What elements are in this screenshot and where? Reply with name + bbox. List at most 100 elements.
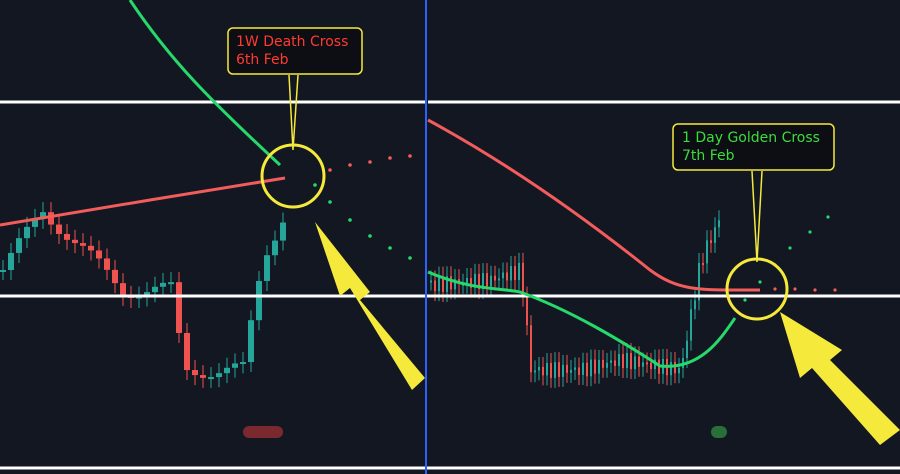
ma-projection bbox=[328, 154, 412, 172]
candle bbox=[120, 283, 126, 296]
callout-box bbox=[672, 123, 835, 171]
ma-projection bbox=[773, 287, 837, 292]
candle bbox=[72, 239, 78, 244]
candle bbox=[642, 362, 644, 367]
arrow bbox=[780, 312, 900, 445]
candle bbox=[192, 370, 198, 376]
candle bbox=[494, 275, 496, 281]
candle bbox=[622, 354, 624, 369]
candle bbox=[614, 360, 616, 367]
candle bbox=[56, 224, 62, 234]
candle bbox=[634, 356, 636, 370]
candle bbox=[610, 360, 612, 363]
candle bbox=[690, 309, 692, 341]
candle bbox=[606, 362, 608, 368]
candle bbox=[280, 222, 286, 241]
candle bbox=[40, 212, 46, 219]
candle bbox=[594, 359, 596, 374]
candle bbox=[578, 367, 580, 375]
candle bbox=[482, 273, 484, 289]
candle bbox=[438, 276, 440, 292]
candle bbox=[104, 258, 110, 270]
callout-date: 7th Feb bbox=[682, 148, 735, 164]
candle bbox=[430, 280, 432, 283]
candle bbox=[144, 292, 150, 297]
candle bbox=[510, 266, 512, 281]
candle bbox=[706, 240, 708, 264]
candle bbox=[478, 273, 480, 289]
candle bbox=[8, 252, 14, 270]
candle bbox=[450, 276, 452, 290]
candle bbox=[264, 255, 270, 281]
candle bbox=[530, 325, 532, 373]
candle bbox=[694, 300, 696, 310]
candle bbox=[216, 373, 222, 378]
candle bbox=[674, 362, 676, 374]
candle bbox=[474, 273, 476, 288]
candle bbox=[586, 362, 588, 377]
candle bbox=[200, 375, 206, 378]
candle bbox=[24, 226, 30, 239]
candle bbox=[64, 233, 70, 240]
candle bbox=[618, 354, 620, 367]
candle bbox=[446, 276, 448, 292]
candle bbox=[558, 362, 560, 377]
candle bbox=[566, 364, 568, 373]
candle bbox=[32, 218, 38, 227]
candle bbox=[590, 359, 592, 377]
candle bbox=[112, 269, 118, 284]
candle bbox=[470, 277, 472, 288]
candle bbox=[232, 363, 238, 368]
candle bbox=[526, 296, 528, 326]
candle bbox=[670, 362, 672, 376]
candle bbox=[638, 356, 640, 367]
candle bbox=[168, 282, 174, 285]
candle bbox=[538, 366, 540, 371]
candle bbox=[630, 353, 632, 370]
candle bbox=[176, 282, 182, 333]
candle bbox=[574, 367, 576, 370]
badge bbox=[243, 426, 283, 438]
candle bbox=[80, 243, 86, 246]
candle bbox=[582, 362, 584, 375]
badge bbox=[711, 426, 727, 438]
candle bbox=[442, 276, 444, 292]
candle bbox=[554, 362, 556, 378]
candle bbox=[490, 275, 492, 287]
candle bbox=[542, 366, 544, 376]
candle bbox=[650, 362, 652, 370]
candle bbox=[710, 240, 712, 243]
candle bbox=[248, 320, 254, 363]
callout-pointer bbox=[751, 170, 763, 263]
candle bbox=[0, 270, 6, 272]
candle bbox=[466, 277, 468, 284]
candle bbox=[486, 273, 488, 287]
callout-date: 6th Feb bbox=[236, 52, 289, 68]
candle bbox=[718, 220, 720, 228]
candle bbox=[48, 212, 54, 225]
callout-title: 1W Death Cross bbox=[236, 34, 348, 50]
candle bbox=[602, 359, 604, 368]
callout-pointer bbox=[288, 74, 299, 151]
ma-slow bbox=[427, 118, 761, 292]
candle bbox=[714, 227, 716, 243]
candle bbox=[522, 262, 524, 297]
candle bbox=[16, 238, 22, 253]
candle bbox=[514, 266, 516, 280]
candle bbox=[498, 278, 500, 281]
ma-slow bbox=[0, 176, 286, 227]
candle bbox=[208, 377, 214, 380]
candle bbox=[454, 279, 456, 290]
candle bbox=[506, 272, 508, 281]
candle bbox=[698, 263, 700, 301]
candle bbox=[646, 362, 648, 365]
candle bbox=[702, 263, 704, 266]
candle bbox=[562, 364, 564, 377]
candle bbox=[160, 282, 166, 287]
candle bbox=[88, 245, 94, 251]
candle bbox=[502, 272, 504, 279]
candle bbox=[240, 362, 246, 365]
candle bbox=[570, 369, 572, 373]
